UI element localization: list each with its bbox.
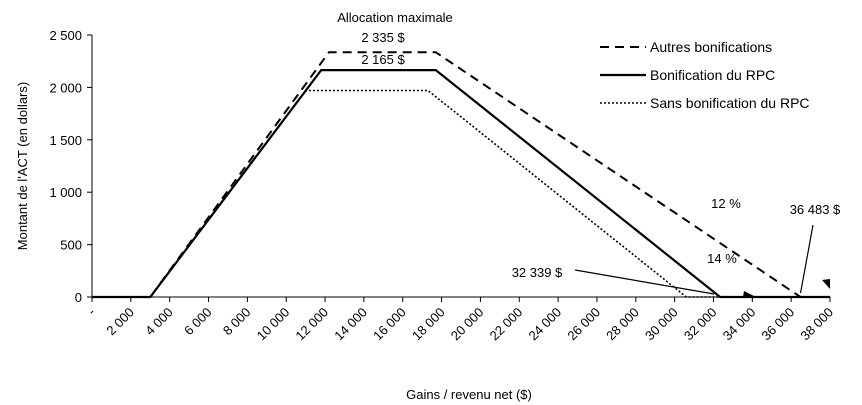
x-tick-label: 24 000 xyxy=(526,305,565,344)
annotation-max-2335: 2 335 $ xyxy=(361,30,405,45)
y-tick-label: 2 500 xyxy=(49,28,82,43)
x-tick-label: - xyxy=(84,305,98,319)
annotation-rate-14: 14 % xyxy=(707,251,737,266)
arrow-36483-line xyxy=(799,224,814,294)
y-tick-label: 1 500 xyxy=(49,133,82,148)
y-tick-label: 2 000 xyxy=(49,80,82,95)
x-tick-label: 6 000 xyxy=(181,305,215,339)
annotation-max-2165: 2 165 $ xyxy=(361,52,405,67)
x-tick-label: 22 000 xyxy=(487,305,526,344)
x-tick-label: 26 000 xyxy=(564,305,603,344)
annotation-32339: 32 339 $ xyxy=(512,265,563,280)
x-tick-label: 12 000 xyxy=(292,305,331,344)
x-tick-label: 18 000 xyxy=(409,305,448,344)
series-line-3 xyxy=(92,89,830,298)
x-tick-label: 20 000 xyxy=(448,305,487,344)
x-tick-label: 38 000 xyxy=(797,305,836,344)
x-tick-label: 34 000 xyxy=(720,305,759,344)
legend-label-1: Autres bonifications xyxy=(650,39,772,55)
y-tick-label: 0 xyxy=(75,290,82,305)
arrow-36483-head xyxy=(822,279,830,289)
annotation-36483: 36 483 $ xyxy=(790,202,841,217)
arrow-32339-line xyxy=(574,269,715,295)
x-tick-label: 28 000 xyxy=(603,305,642,344)
x-tick-label: 14 000 xyxy=(331,305,370,344)
annotation-rate-12: 12 % xyxy=(711,196,741,211)
x-tick-label: 30 000 xyxy=(642,305,681,344)
legend-label-2: Bonification du RPC xyxy=(650,67,775,83)
y-tick-label: 1 000 xyxy=(49,185,82,200)
x-tick-label: 2 000 xyxy=(103,305,137,339)
x-tick-label: 32 000 xyxy=(681,305,720,344)
x-axis-title: Gains / revenu net ($) xyxy=(406,387,532,402)
x-tick-label: 8 000 xyxy=(220,305,254,339)
x-tick-label: 36 000 xyxy=(759,305,798,344)
annotation-allocation-maximale: Allocation maximale xyxy=(337,10,453,25)
x-tick-label: 4 000 xyxy=(142,305,176,339)
x-tick-label: 10 000 xyxy=(254,305,293,344)
y-tick-label: 500 xyxy=(60,238,82,253)
legend-label-3: Sans bonification du RPC xyxy=(650,95,810,111)
y-axis-title: Montant de l'ACT (en dollars) xyxy=(15,82,30,250)
arrow-32339-head xyxy=(743,291,754,297)
x-tick-label: 16 000 xyxy=(370,305,409,344)
